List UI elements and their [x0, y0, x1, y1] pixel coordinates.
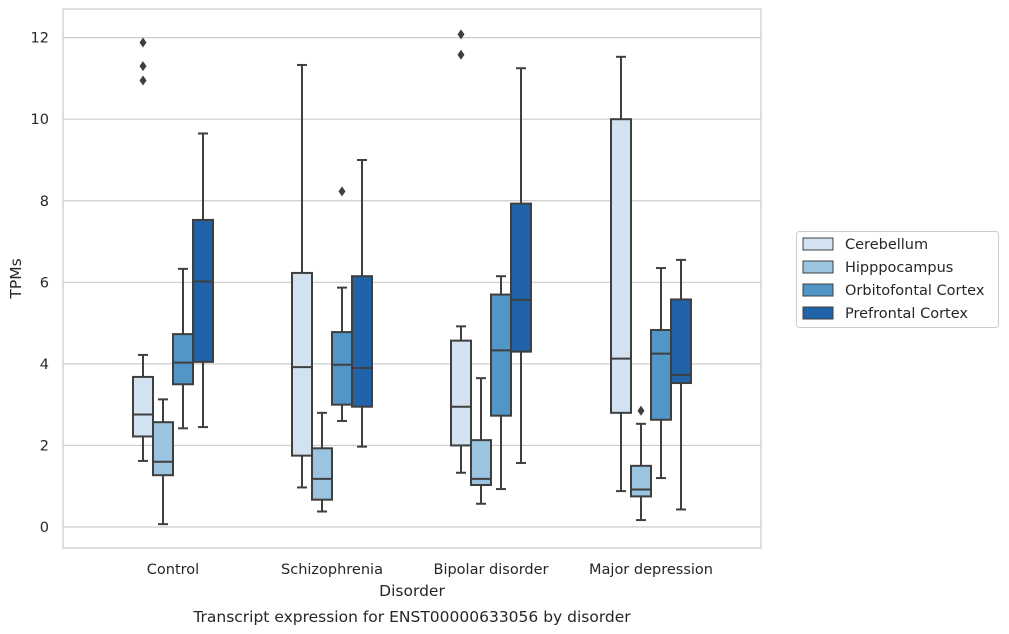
box [490, 293, 512, 417]
legend-swatch [802, 283, 834, 297]
y-tick-label: 0 [40, 520, 49, 536]
x-tick-label: Schizophrenia [281, 562, 383, 578]
x-tick-label: Major depression [589, 562, 713, 578]
outlier-point [139, 37, 147, 48]
y-tick-label: 12 [31, 31, 49, 47]
box [610, 118, 632, 414]
box-group [311, 411, 333, 513]
legend-label: Hipppocampus [845, 260, 953, 276]
box [132, 375, 154, 438]
box [650, 329, 672, 421]
box-group [331, 186, 353, 422]
box-group [490, 275, 512, 491]
y-tick-label: 6 [40, 275, 49, 291]
legend-label: Prefrontal Cortex [845, 306, 968, 322]
legend-swatch [802, 306, 834, 320]
outlier-point [139, 61, 147, 72]
box-group [351, 158, 373, 448]
box-group [470, 377, 492, 505]
box-group [630, 405, 652, 522]
outlier-point [457, 49, 465, 60]
legend-label: Cerebellum [845, 237, 928, 253]
box [291, 271, 313, 457]
box-group [172, 267, 194, 430]
box-group [450, 29, 472, 474]
box [311, 447, 333, 501]
y-tick-label: 8 [40, 194, 49, 210]
legend-swatch [802, 237, 834, 251]
legend-label: Orbitofontal Cortex [845, 283, 985, 299]
x-axis-label: Disorder [379, 582, 445, 600]
outlier-point [338, 186, 346, 197]
box [670, 298, 692, 385]
y-tick-labels: 0 2 4 6 8 10 12 [31, 31, 49, 536]
box [172, 333, 194, 386]
box-layer [132, 29, 692, 526]
y-tick-label: 10 [31, 112, 49, 128]
legend: Cerebellum Hipppocampus Orbitofontal Corte… [796, 231, 999, 328]
box [192, 218, 214, 363]
box-group [291, 63, 313, 489]
y-tick-label: 4 [40, 357, 49, 373]
box-group [132, 37, 154, 462]
box-group [610, 55, 632, 493]
box-group [670, 258, 692, 511]
outlier-point [637, 405, 645, 416]
box [152, 421, 174, 477]
x-tick-label: Bipolar disorder [434, 562, 549, 578]
plot-frame [62, 8, 762, 549]
box-group [152, 398, 174, 526]
y-tick-label: 2 [40, 438, 49, 454]
box [450, 339, 472, 447]
box [331, 331, 353, 406]
legend-items: Cerebellum Hipppocampus Orbitofontal Corte… [802, 237, 985, 322]
box-group [192, 132, 214, 429]
outlier-point [139, 75, 147, 86]
box [470, 439, 492, 486]
x-tick-label: Control [147, 562, 199, 578]
box-group [510, 67, 532, 464]
y-axis-label: TPMs [7, 258, 25, 299]
box [510, 202, 532, 353]
box [630, 464, 652, 498]
box [351, 275, 373, 408]
legend-frame [796, 231, 999, 328]
outlier-point [457, 29, 465, 40]
legend-swatch [802, 260, 834, 274]
x-tick-labels: Control Schizophrenia Bipolar disorder Majo… [147, 562, 713, 578]
chart-caption: Transcript expression for ENST0000063305… [192, 608, 631, 626]
box-group [650, 267, 672, 480]
